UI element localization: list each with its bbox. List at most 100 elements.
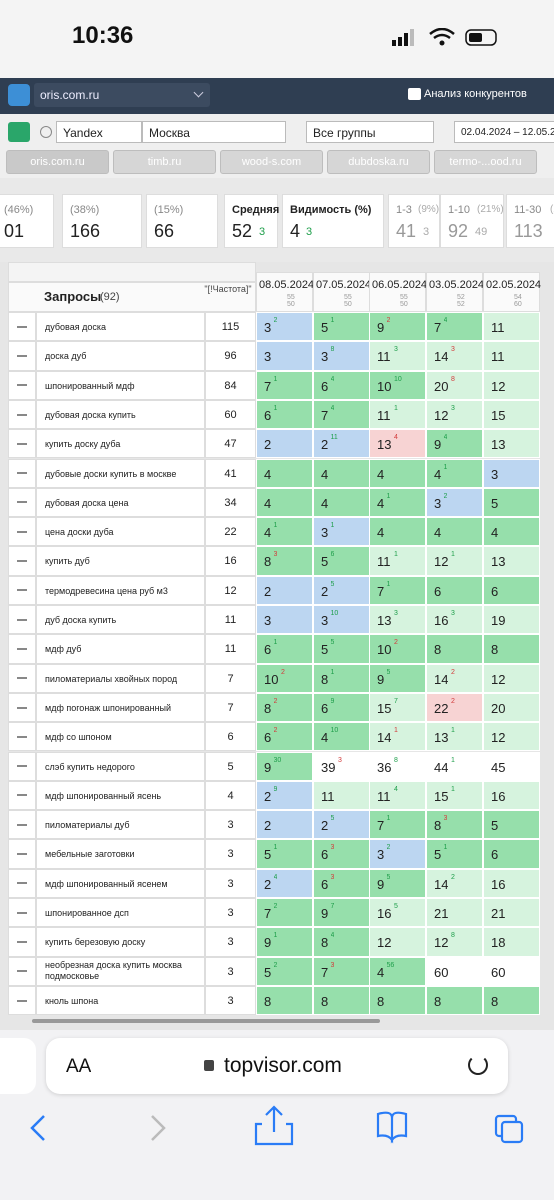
position-cell: 4 [313, 458, 370, 488]
project-tabs: oris.com.ru timb.ru wood-s.com dubdoska.ru t… [0, 148, 554, 178]
freq-cell: 11 [205, 634, 256, 664]
position: 6 [264, 642, 272, 658]
query: дубовая доска цена [45, 497, 129, 508]
position: 5 [491, 818, 499, 834]
position: 6 [434, 583, 442, 599]
position-change: 1 [443, 463, 448, 471]
position-cell: 12 [369, 927, 426, 957]
competitors-link[interactable]: Анализ конкурентов [424, 88, 527, 100]
position: 2 [264, 437, 272, 453]
position-cell: 13 [483, 546, 540, 576]
engine-count: 60 [514, 301, 522, 308]
position-change: 1 [330, 522, 335, 530]
position-change: 10 [394, 375, 402, 383]
position-change: 56 [386, 961, 395, 969]
position-cell: 18 [483, 927, 540, 957]
project-tab[interactable]: timb.ru [113, 150, 216, 174]
text-size[interactable]: AA [66, 1056, 92, 1077]
frequency: 3 [227, 819, 234, 832]
group: Все группы [313, 126, 376, 140]
freq-cell: 3 [205, 868, 256, 898]
position: 15 [377, 700, 392, 716]
stat-box: (38%) 166 [62, 194, 142, 248]
position: 36 [377, 759, 392, 775]
position: 4 [491, 525, 499, 541]
position-cell: 15 7 [369, 692, 426, 723]
address-bar[interactable]: AA topvisor.com [46, 1038, 508, 1094]
query-cell: мдф шпонированный ясенем [36, 868, 205, 898]
position: 12 [491, 378, 506, 394]
position-change: 10 [330, 610, 339, 617]
group-select[interactable]: Все группы [306, 121, 434, 143]
project-tab[interactable]: dubdoska.ru [327, 150, 430, 174]
engine: Yandex [63, 126, 103, 140]
position-change: 5 [330, 815, 335, 823]
position: 3 [321, 349, 329, 365]
row-dash [17, 589, 27, 592]
position: 4 [434, 525, 442, 541]
engine-select[interactable]: Yandex [56, 121, 142, 143]
project-tab[interactable]: oris.com.ru [6, 150, 109, 174]
position: 8 [434, 642, 442, 658]
freq-cell: 3 [205, 985, 256, 1016]
position-cell: 39 3 [313, 751, 370, 781]
stat-label: 1-3 [396, 204, 412, 216]
date-range[interactable]: 02.04.2024 – 12.05.2 [454, 121, 554, 143]
reload[interactable] [468, 1055, 488, 1075]
position-change: 3 [451, 404, 455, 412]
position-change: 3 [394, 346, 398, 354]
position: 14 [377, 730, 392, 746]
position-change: 2 [273, 697, 278, 705]
position-cell: 3 [256, 605, 313, 635]
engine-count: 52 [457, 301, 465, 308]
query-cell: мебельные заготовки [36, 839, 205, 869]
position-cell: 3 [483, 458, 540, 488]
refresh-button[interactable] [8, 122, 30, 142]
query-count: (92) [100, 291, 120, 303]
project-tab[interactable]: termo-...ood.ru [434, 150, 537, 174]
region-select[interactable]: Москва [142, 121, 286, 143]
position-cell: 12 8 [426, 927, 483, 957]
position: 45 [491, 759, 506, 775]
project-tab[interactable]: wood-s.com [220, 150, 323, 174]
position: 8 [491, 642, 499, 658]
date: 07.05.2024 [316, 279, 372, 291]
freq-cell: 47 [205, 429, 256, 459]
stat-box: 1-3 (9%) 41 3 [388, 194, 440, 248]
position-cell: 11 3 [369, 341, 426, 371]
freq-cell: 7 [205, 663, 256, 693]
position: 3 [321, 613, 329, 628]
query-cell: дубовые доски купить в москве [36, 458, 205, 488]
position: 9 [434, 437, 442, 453]
row-dash [17, 618, 27, 621]
row-handle [8, 517, 36, 547]
header-bar [8, 262, 256, 282]
position-change: 1 [451, 756, 455, 764]
query-cell: цена доски дуба [36, 517, 205, 547]
position: 3 [264, 349, 272, 365]
position-change: 1 [394, 551, 398, 559]
row-dash [17, 823, 27, 826]
position: 4 [321, 466, 329, 482]
prev-tab [0, 1038, 36, 1094]
frequency: 3 [227, 965, 234, 978]
position: 20 [491, 700, 506, 716]
position-change: 1 [330, 668, 335, 676]
frequency: 11 [224, 643, 237, 656]
project-select[interactable]: oris.com.ru [34, 83, 210, 107]
position-cell: 4 [369, 458, 426, 488]
query: необрезная доска купить москва подмосков… [45, 959, 182, 981]
position: 7 [264, 906, 272, 921]
date: 03.05.2024 [429, 279, 485, 291]
